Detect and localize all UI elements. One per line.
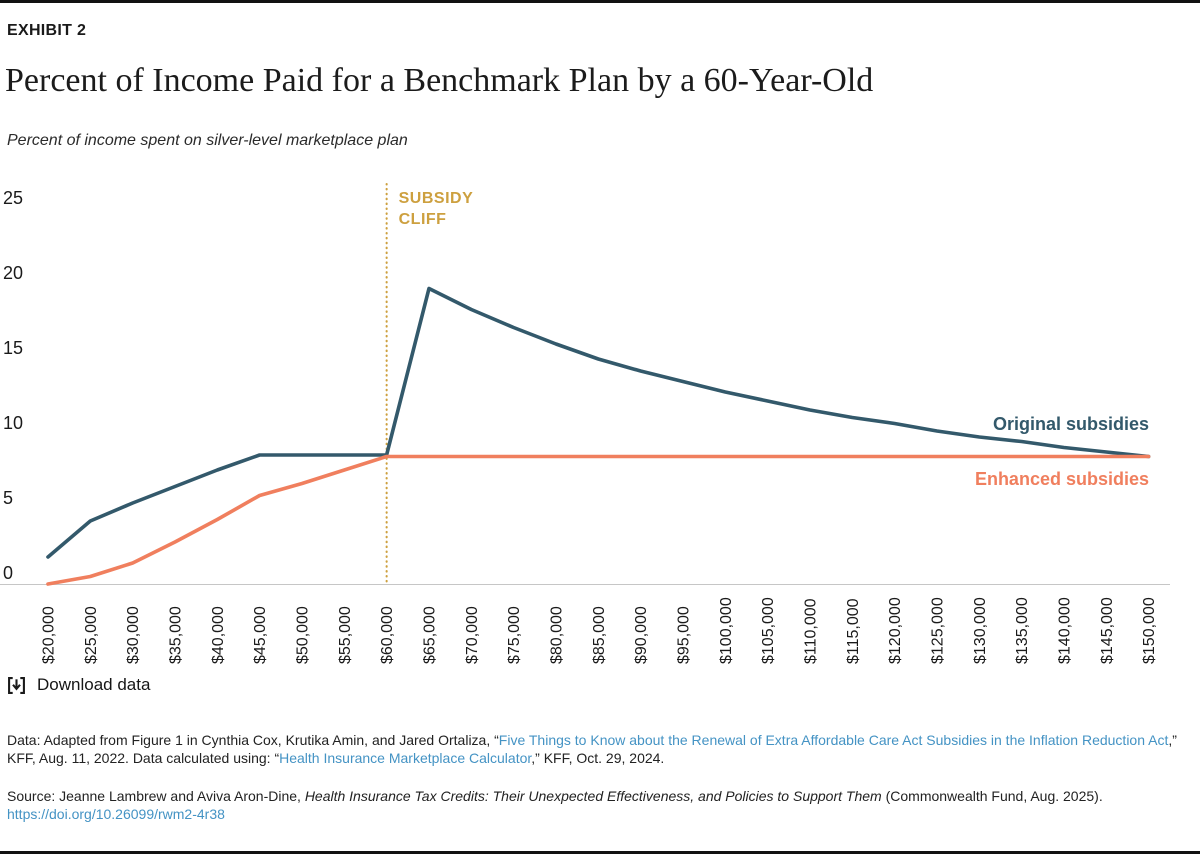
- x-axis-tick-label: $135,000: [1014, 597, 1031, 664]
- x-axis-tick-label: $25,000: [83, 606, 100, 664]
- bottom-rule: [0, 851, 1200, 854]
- y-axis-tick-label: 20: [3, 263, 23, 283]
- page-title: Percent of Income Paid for a Benchmark P…: [5, 62, 874, 99]
- exhibit-label: EXHIBIT 2: [7, 22, 87, 39]
- subsidy-cliff-label: CLIFF: [399, 211, 447, 228]
- x-axis-tick-label: $105,000: [760, 597, 777, 664]
- series-label-enhanced: Enhanced subsidies: [975, 469, 1149, 489]
- data-note-link-calculator[interactable]: Health Insurance Marketplace Calculator: [279, 749, 532, 766]
- y-axis-tick-label: 15: [3, 338, 23, 358]
- source-report-title: Health Insurance Tax Credits: Their Unex…: [304, 788, 882, 804]
- x-axis-tick-label: $45,000: [252, 606, 269, 664]
- data-note-text: Data: Adapted from Figure 1 in Cynthia C…: [7, 732, 499, 748]
- x-axis-tick-label: $100,000: [718, 597, 735, 664]
- x-axis-tick-label: $75,000: [506, 606, 523, 664]
- data-note-text: ,” KFF, Oct. 29, 2024.: [531, 749, 665, 766]
- y-axis-tick-label: 25: [3, 188, 23, 208]
- enhanced-subsidies-line: [46, 454, 1151, 586]
- original-subsidies-line: [46, 286, 1151, 559]
- y-axis-tick-label: 0: [3, 563, 13, 583]
- x-axis-tick-label: $110,000: [802, 598, 819, 664]
- data-note-link-kff-article[interactable]: Five Things to Know about the Renewal of…: [498, 732, 1169, 748]
- x-axis-tick-label: $130,000: [972, 597, 989, 664]
- x-axis-tick-label: $125,000: [929, 597, 946, 664]
- x-axis-tick-label: $90,000: [633, 606, 650, 664]
- x-axis-tick-label: $115,000: [845, 598, 862, 664]
- x-axis-tick-label: $150,000: [1141, 597, 1158, 664]
- source-text: (Commonwealth Fund, Aug. 2025).: [881, 788, 1103, 804]
- y-axis-tick-label: 5: [3, 488, 13, 508]
- series-label-original: Original subsidies: [993, 414, 1149, 434]
- x-axis-tick-label: $120,000: [887, 597, 904, 664]
- x-axis-tick-label: $65,000: [422, 606, 439, 664]
- data-note-text: ,” KFF, Aug. 11, 2022. Data calculated u…: [7, 732, 1177, 766]
- chart: 0 5 10 15 20 25 SUBSIDY CLIFF Original subsidies…: [0, 182, 1170, 664]
- x-axis-tick-label: $145,000: [1099, 597, 1116, 664]
- page-subtitle: Percent of income spent on silver-level …: [7, 132, 408, 149]
- x-axis-tick-label: $35,000: [168, 606, 185, 664]
- x-axis-tick-label: $30,000: [125, 606, 142, 664]
- x-axis-tick-label: $40,000: [210, 606, 227, 664]
- x-axis-tick-label: $60,000: [379, 606, 396, 664]
- x-axis-tick-label: $55,000: [337, 606, 354, 664]
- download-data-label: Download data: [37, 675, 151, 694]
- top-rule: [0, 0, 1200, 3]
- subsidy-cliff-label: SUBSIDY: [399, 190, 474, 207]
- x-axis-tick-label: $140,000: [1056, 597, 1073, 664]
- x-axis-tick-label: $95,000: [675, 606, 692, 664]
- doi-link[interactable]: https://doi.org/10.26099/rwm2-4r38: [7, 805, 225, 822]
- x-axis-tick-label: $85,000: [591, 606, 608, 664]
- x-axis-tick-label: $70,000: [464, 606, 481, 664]
- y-axis-tick-label: 10: [3, 413, 23, 433]
- download-icon: [8, 676, 25, 694]
- x-axis-tick-label: $50,000: [295, 606, 312, 664]
- source-note: Source: Jeanne Lambrew and Aviva Aron-Di…: [7, 788, 1192, 823]
- data-note: Data: Adapted from Figure 1 in Cynthia C…: [7, 732, 1192, 767]
- x-axis-tick-label: $20,000: [41, 606, 58, 664]
- x-axis-tick-label: $80,000: [549, 606, 566, 664]
- source-text: Source: Jeanne Lambrew and Aviva Aron-Di…: [7, 788, 305, 804]
- download-data-button[interactable]: Download data: [7, 673, 1200, 697]
